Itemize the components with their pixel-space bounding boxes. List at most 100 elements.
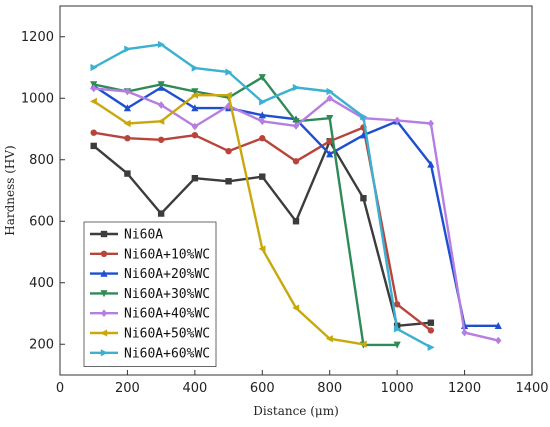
data-point [90, 142, 97, 150]
legend-swatch-marker [100, 250, 108, 257]
data-point [259, 173, 266, 180]
data-point [393, 116, 401, 125]
data-point [123, 104, 132, 112]
x-tick-label: 800 [317, 381, 342, 396]
x-tick-label: 1200 [448, 381, 481, 396]
data-point [258, 74, 266, 82]
data-point [157, 117, 165, 125]
data-point [191, 131, 199, 139]
legend-label: Ni60A+10%WC [124, 247, 210, 262]
data-point [393, 325, 401, 333]
legend-swatch-marker [100, 329, 108, 337]
data-point [191, 175, 199, 182]
data-point [292, 122, 300, 130]
series-6 [90, 40, 435, 351]
x-tick-label: 400 [182, 381, 207, 396]
data-point [90, 129, 97, 136]
legend-label: Ni60A+60%WC [124, 346, 210, 361]
y-tick-label: 200 [29, 337, 54, 352]
data-point [157, 40, 165, 49]
data-point [157, 101, 165, 109]
y-tick-label: 800 [29, 153, 54, 168]
x-axis-title: Distance (μm) [253, 404, 339, 418]
data-point [124, 135, 131, 142]
data-point [191, 104, 199, 112]
data-point [191, 91, 199, 99]
data-point [225, 68, 233, 76]
series-5 [89, 91, 367, 348]
data-point [359, 131, 368, 139]
data-point [124, 87, 131, 96]
data-point [292, 158, 300, 165]
data-point [427, 327, 435, 334]
y-tick-label: 400 [29, 276, 54, 291]
data-point [258, 111, 266, 119]
data-point [326, 94, 333, 103]
data-point [326, 150, 334, 158]
plot-area [89, 40, 502, 351]
legend-swatch-marker [100, 309, 108, 317]
data-point [224, 91, 232, 99]
legend-swatch-marker [100, 269, 108, 277]
data-point [393, 301, 401, 308]
data-point [292, 83, 300, 92]
data-point [89, 97, 97, 105]
data-point [325, 335, 333, 343]
data-point [157, 210, 165, 217]
y-tick-label: 1200 [21, 30, 54, 45]
axes: 0 200 400 600 800 1000 1200 1400 200 400 600 800 100… [3, 5, 549, 418]
legend-swatch-marker [100, 230, 108, 238]
legend: Ni60A Ni60A+10%WC Ni60A+20%WC Ni60A+30%WC Ni… [83, 221, 217, 368]
data-point [90, 63, 98, 72]
legend-label: Ni60A+20%WC [124, 267, 210, 282]
x-tick-label: 0 [56, 381, 64, 396]
data-point [157, 81, 165, 89]
data-point [191, 64, 199, 72]
data-point [427, 160, 435, 168]
data-point [326, 115, 334, 123]
x-tick-label: 1000 [381, 381, 414, 396]
x-tick-label: 1400 [515, 381, 548, 396]
data-point [123, 119, 131, 128]
data-point [427, 343, 435, 351]
data-point [90, 84, 97, 93]
data-point [124, 170, 131, 177]
data-point [124, 45, 132, 53]
y-tick-label: 600 [29, 214, 54, 229]
plot-frame [59, 5, 533, 376]
data-point [292, 118, 300, 126]
data-point [157, 136, 165, 143]
data-point [191, 122, 199, 131]
data-point [225, 147, 232, 155]
data-point [259, 135, 266, 142]
data-point [427, 119, 435, 128]
data-point [461, 328, 468, 337]
legend-label: Ni60A [124, 228, 163, 243]
x-tick-label: 200 [115, 381, 140, 396]
x-tick-label: 600 [250, 381, 275, 396]
data-point [326, 138, 333, 145]
data-point [191, 88, 199, 96]
y-tick-label: 1000 [21, 91, 54, 106]
legend-swatch-marker [100, 349, 108, 357]
data-point [427, 319, 435, 326]
data-point [360, 113, 368, 121]
data-point [360, 194, 367, 202]
data-point [259, 117, 266, 126]
legend-label: Ni60A+40%WC [124, 307, 210, 322]
legend-label: Ni60A+30%WC [124, 287, 210, 302]
data-point [495, 336, 502, 345]
legend-label: Ni60A+50%WC [124, 327, 210, 342]
data-point [259, 98, 267, 106]
legend-swatch-marker [100, 290, 108, 298]
data-point [292, 218, 300, 225]
data-point [359, 340, 367, 348]
data-point [292, 304, 300, 312]
data-point [326, 87, 334, 96]
data-point [258, 245, 266, 253]
data-point [393, 341, 401, 349]
data-point [225, 178, 232, 185]
y-axis-title: Hardness (HV) [3, 145, 17, 236]
data-point [494, 322, 502, 329]
